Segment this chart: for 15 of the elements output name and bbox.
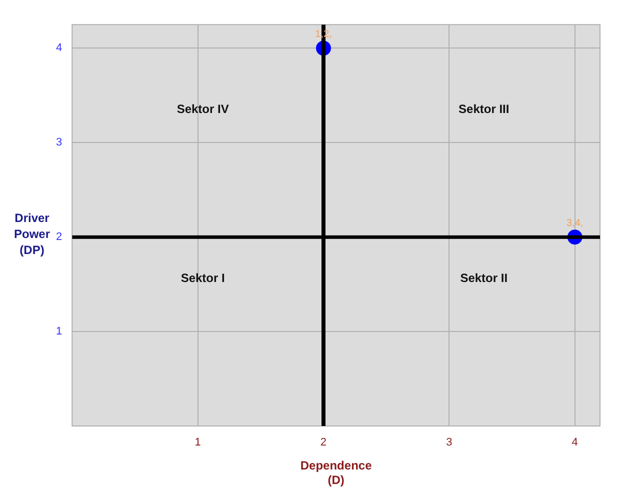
x-axis-title: Dependence (D) xyxy=(300,458,372,488)
annotation: Sektor II xyxy=(460,270,508,285)
x-tick-label: 4 xyxy=(572,436,578,449)
y-tick-label: 3 xyxy=(56,136,62,149)
x-tick-label: 3 xyxy=(446,436,452,449)
x-tick-label: 1 xyxy=(194,436,201,449)
annotation: Sektor III xyxy=(458,102,510,116)
x-tick-label: 2 xyxy=(320,436,327,449)
y-tick-label: 4 xyxy=(56,42,62,54)
y-tick-label: 2 xyxy=(56,231,62,244)
annotation: Sektor I xyxy=(180,270,225,285)
y-tick-label: 1 xyxy=(56,326,62,338)
annotation: 3,4, xyxy=(566,218,584,229)
annotation: Sektor IV xyxy=(176,102,229,116)
y-axis-title: Driver Power (DP) xyxy=(14,211,50,258)
